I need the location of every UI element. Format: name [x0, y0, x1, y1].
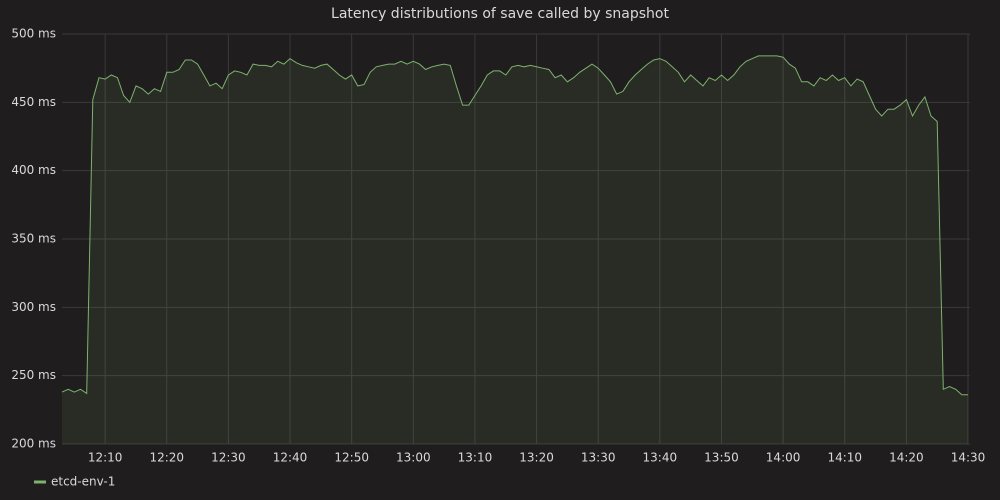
y-tick-label: 400 ms — [11, 163, 56, 177]
x-tick-label: 12:50 — [334, 451, 369, 465]
legend-label: etcd-env-1 — [51, 475, 115, 489]
x-tick-label: 14:00 — [766, 451, 801, 465]
y-tick-label: 300 ms — [11, 300, 56, 314]
x-tick-label: 12:20 — [149, 451, 184, 465]
x-tick-label: 12:40 — [273, 451, 308, 465]
area-fill — [62, 55, 968, 445]
x-tick-label: 13:10 — [458, 451, 493, 465]
x-tick-label: 13:40 — [643, 451, 678, 465]
y-tick-label: 200 ms — [11, 437, 56, 451]
x-tick-label: 14:30 — [951, 451, 986, 465]
y-tick-label: 500 ms — [11, 27, 56, 41]
x-tick-label: 13:30 — [581, 451, 616, 465]
y-tick-label: 450 ms — [11, 95, 56, 109]
chart-title: Latency distributions of save called by … — [331, 6, 669, 22]
x-tick-label: 12:30 — [211, 451, 246, 465]
x-tick-label: 13:50 — [704, 451, 739, 465]
x-tick-label: 14:20 — [889, 451, 924, 465]
series-line — [61, 55, 968, 396]
x-tick-label: 13:20 — [519, 451, 554, 465]
x-tick-label: 12:10 — [88, 451, 123, 465]
x-tick-label: 14:10 — [827, 451, 862, 465]
x-tick-label: 13:00 — [396, 451, 431, 465]
y-tick-label: 350 ms — [11, 232, 56, 246]
y-tick-label: 250 ms — [11, 368, 56, 382]
